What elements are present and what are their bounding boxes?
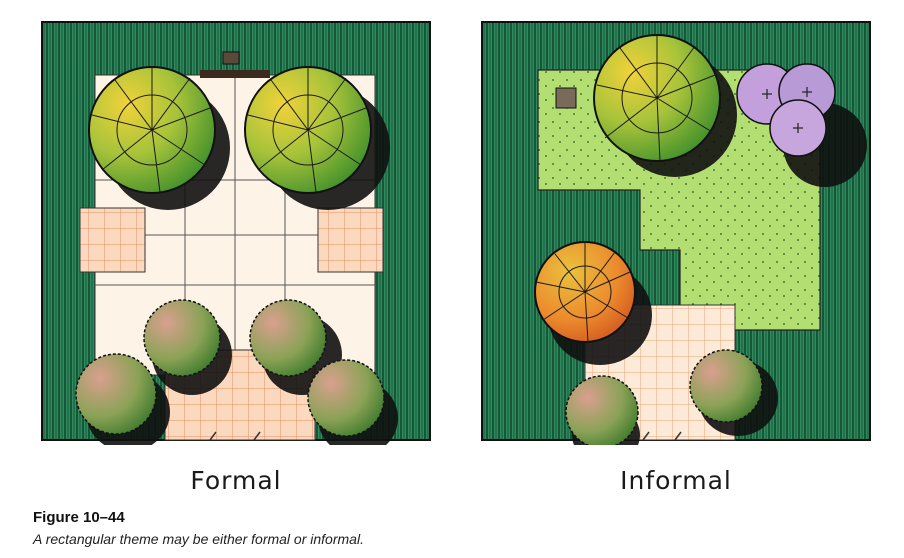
tree-right: [244, 66, 372, 194]
tree-orange: [534, 241, 636, 343]
shrub-1: [143, 299, 221, 377]
paving-grid-right: [317, 207, 384, 273]
tree-left: [88, 66, 216, 194]
figure-number: Figure 10–44: [33, 509, 125, 526]
entrance-marks: [209, 431, 261, 441]
informal-plan-drawing: [481, 21, 871, 445]
bench: [200, 70, 270, 78]
formal-label: Formal: [190, 466, 282, 495]
formal-plan: [40, 20, 432, 445]
paving-grid-left: [79, 207, 146, 273]
tree-large: [593, 34, 721, 162]
shrub-3: [75, 353, 157, 435]
shrub-left: [565, 375, 639, 445]
informal-plan: [480, 20, 872, 445]
lantern: [222, 51, 240, 65]
shrub-4: [307, 359, 385, 437]
informal-label: Informal: [620, 466, 732, 495]
shrub-2: [249, 299, 327, 377]
shrub-cluster-purple: [736, 63, 836, 157]
entrance-marks: [642, 431, 682, 441]
shrub-right: [689, 349, 763, 423]
formal-plan-drawing: [41, 21, 431, 445]
lantern: [555, 87, 577, 109]
figure-caption: A rectangular theme may be either formal…: [33, 531, 364, 547]
